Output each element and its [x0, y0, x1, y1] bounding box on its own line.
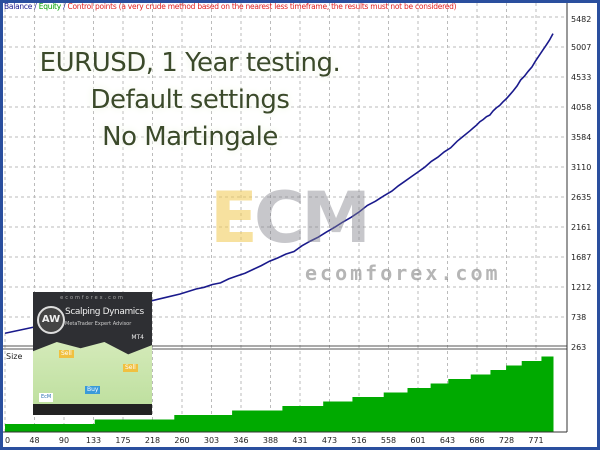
x-tick-label: 516 — [351, 436, 366, 445]
caption-line-3: No Martingale — [102, 122, 278, 152]
size-bar — [448, 379, 472, 433]
legend-control-points: Control points (a very crude method base… — [67, 2, 457, 11]
x-tick-label: 90 — [59, 436, 69, 445]
size-bar — [352, 397, 385, 433]
size-bar — [232, 410, 283, 433]
size-bar — [521, 361, 542, 433]
sell-tag-2: Sell — [123, 364, 138, 372]
legend-equity: Equity — [38, 2, 61, 11]
legend-separator: / — [32, 2, 39, 11]
size-bar — [94, 419, 175, 433]
buy-tag: Buy — [85, 386, 101, 394]
balance-line — [4, 33, 554, 335]
aw-logo: AW — [37, 306, 65, 334]
inset-footer — [33, 404, 152, 415]
x-tick-label: 558 — [381, 436, 396, 445]
size-bar — [470, 374, 491, 433]
caption-line-1: EURUSD, 1 Year testing. — [39, 48, 341, 78]
x-tick-label: 175 — [115, 436, 130, 445]
size-bar — [430, 383, 449, 433]
y-tick-label: 2635 — [571, 193, 591, 202]
y-axis-area — [567, 3, 597, 432]
size-bar — [282, 406, 324, 433]
x-tick-label: 260 — [174, 436, 189, 445]
size-bar — [506, 365, 523, 433]
y-tick-label: 1212 — [571, 283, 591, 292]
size-bar — [541, 356, 554, 433]
y-tick-label: 1687 — [571, 253, 591, 262]
y-tick-label: 3584 — [571, 133, 591, 142]
y-tick-label: 2161 — [571, 223, 591, 232]
x-tick-label: 303 — [204, 436, 219, 445]
x-tick-label: 728 — [499, 436, 514, 445]
y-tick-label: 5482 — [571, 15, 591, 24]
x-tick-label: 601 — [410, 436, 425, 445]
inset-title: Scalping Dynamics — [65, 307, 144, 317]
y-tick-label: 4058 — [571, 103, 591, 112]
inset-platform: MT4 — [131, 334, 144, 341]
watermark-logo: ECM — [210, 177, 371, 259]
size-bar — [490, 370, 507, 433]
x-tick-label: 643 — [440, 436, 455, 445]
y-tick-label: 4533 — [571, 73, 591, 82]
x-axis-area — [3, 432, 597, 447]
x-tick-label: 346 — [233, 436, 248, 445]
volume-panel-label: Size — [6, 352, 23, 361]
x-tick-label: 473 — [322, 436, 337, 445]
size-bar — [174, 415, 233, 433]
size-bar — [407, 388, 432, 433]
legend-separator: / — [60, 2, 68, 11]
x-tick-label: 771 — [528, 436, 543, 445]
size-bar — [323, 401, 353, 433]
x-tick-label: 133 — [86, 436, 101, 445]
inset-brand: EcM — [39, 393, 54, 402]
y-tick-label: 738 — [571, 313, 586, 322]
chart-legend: Balance / Equity / Control points (a ver… — [4, 2, 457, 11]
size-bar — [5, 424, 96, 433]
watermark-site: ecomforex.com — [305, 261, 501, 285]
inset-subtitle: MetaTrader Expert Advisor — [65, 321, 132, 327]
legend-balance: Balance — [4, 2, 33, 11]
sell-tag: Sell — [59, 350, 74, 358]
x-tick-label: 388 — [263, 436, 278, 445]
y-tick-label: 263 — [571, 343, 586, 352]
y-tick-label: 3110 — [571, 163, 591, 172]
y-tick-label: 5007 — [571, 43, 591, 52]
inset-site: ecomforex.com — [60, 295, 125, 301]
product-box-image: ecomforex.com AW Scalping Dynamics MetaT… — [33, 292, 152, 415]
caption-line-2: Default settings — [90, 85, 290, 115]
size-bar — [383, 392, 409, 433]
x-tick-label: 218 — [145, 436, 160, 445]
overlay-caption: EURUSD, 1 Year testing. Default settings… — [0, 45, 380, 156]
x-tick-label: 431 — [292, 436, 307, 445]
x-tick-label: 48 — [29, 436, 39, 445]
x-tick-label: 686 — [469, 436, 484, 445]
x-tick-label: 0 — [5, 436, 10, 445]
